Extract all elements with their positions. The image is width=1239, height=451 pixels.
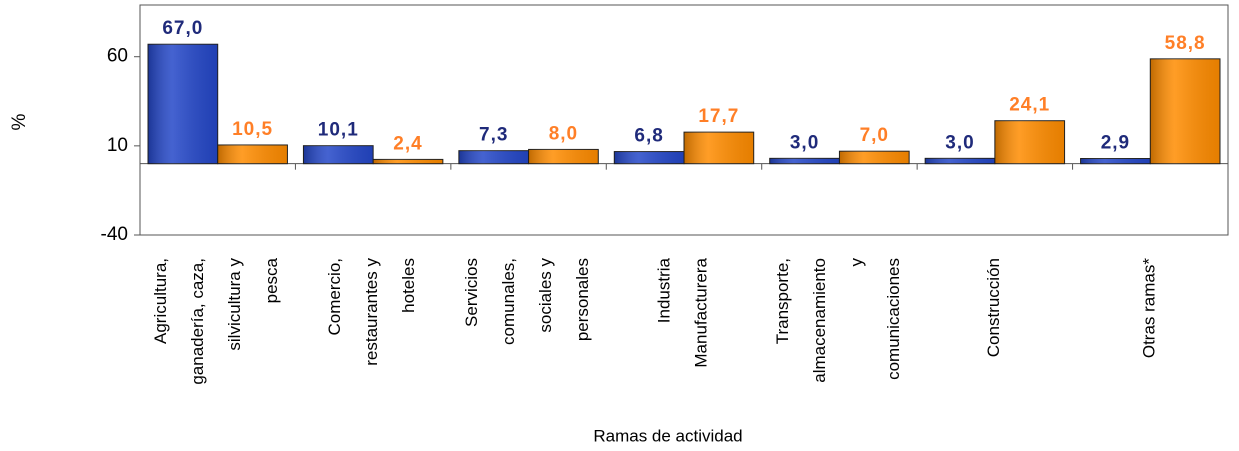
bar-shine [769, 158, 840, 164]
bar-shine [458, 150, 529, 164]
bar-shine [994, 120, 1065, 164]
x-tick-label: Agricultura, ganadería, caza, silvicultura… [152, 257, 282, 384]
bar-shine [528, 149, 599, 164]
x-axis-label: Ramas de actividad [593, 426, 742, 445]
bar-shine [217, 144, 288, 164]
value-label: 3,0 [945, 132, 974, 153]
value-label: 67,0 [162, 18, 203, 39]
x-tick-label: Industria Manufacturera [655, 257, 711, 367]
x-tick-label: Comercio, restaurantes y hoteles [326, 258, 419, 366]
y-tick-label: 10 [107, 135, 128, 156]
bar-shine [614, 151, 684, 164]
x-tick-label: Transporte, almacenamiento y comunicaciones [773, 258, 903, 383]
y-tick-label: 60 [107, 46, 128, 67]
value-label: 24,1 [1009, 95, 1050, 116]
value-label: 10,5 [232, 119, 273, 140]
bar-shine [373, 159, 443, 164]
value-label: 10,1 [318, 120, 359, 141]
value-label: 2,9 [1101, 133, 1130, 154]
value-label: 6,8 [634, 126, 663, 147]
x-tick-label: Servicios comunales, sociales y personales [463, 258, 593, 345]
x-tick-label: Construcción [984, 258, 1003, 357]
value-label: 3,0 [790, 132, 819, 153]
value-label: 7,0 [860, 125, 889, 146]
bar-shine [1150, 58, 1220, 164]
value-label: 58,8 [1165, 33, 1206, 54]
bar-shine [148, 44, 218, 164]
bar-shine [303, 145, 374, 164]
bar-shine [684, 132, 754, 164]
value-label: 17,7 [698, 106, 739, 127]
bar-shine [925, 158, 995, 164]
value-label: 2,4 [393, 133, 422, 154]
bar-shine [1080, 158, 1151, 164]
bar-shine [839, 151, 910, 164]
plot-frame [139, 4, 1229, 236]
value-label: 7,3 [479, 125, 508, 146]
y-tick-label: -40 [101, 224, 128, 245]
value-label: 8,0 [549, 123, 578, 144]
x-tick-label: Otras ramas* [1140, 258, 1159, 359]
y-axis-label: % [9, 113, 30, 130]
